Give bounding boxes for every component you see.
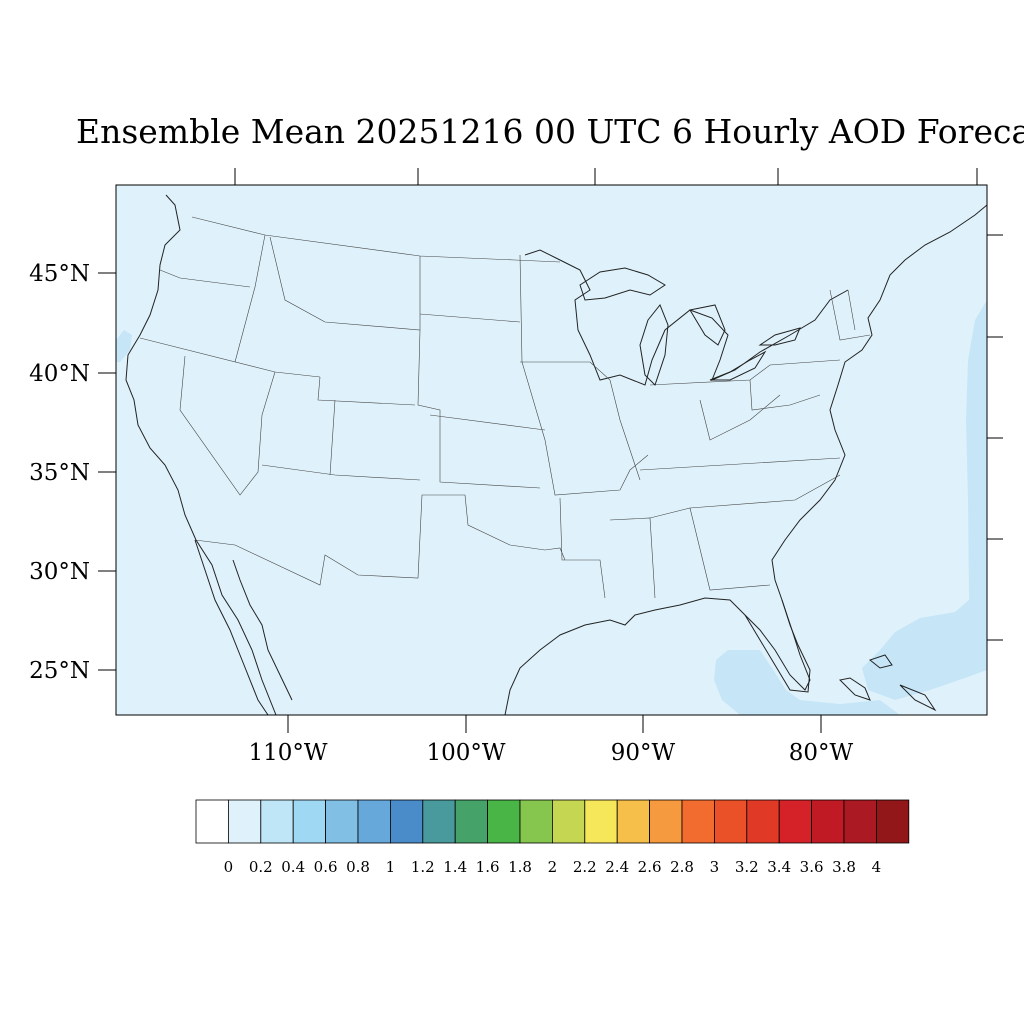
- colorbar-labels: 0 0.2 0.4 0.6 0.8 1 1.2 1.4 1.6 1.8 2 2.2 2.4 2.6 2.8 3…: [224, 858, 882, 876]
- lon-label-110w: 110°W: [248, 740, 327, 766]
- colorbar-box: [292, 799, 327, 844]
- great-lakes: [579, 267, 801, 386]
- colorbar-label: 3.2: [735, 858, 759, 876]
- lat-label-30n: 30°N: [29, 559, 90, 585]
- colorbar-label: 2.6: [638, 858, 662, 876]
- coastline: [125, 194, 987, 715]
- colorbar-label: 3.8: [832, 858, 856, 876]
- colorbar-box: [843, 799, 877, 844]
- colorbar-label: 1.4: [443, 858, 467, 876]
- right-ticks: [987, 234, 1003, 641]
- colorbar-label: 0: [224, 858, 234, 876]
- colorbar-box: [584, 799, 618, 844]
- bottom-ticks: [287, 715, 822, 733]
- lat-label-40n: 40°N: [29, 361, 90, 387]
- lon-label-80w: 80°W: [789, 740, 854, 766]
- colorbar-box: [195, 799, 229, 844]
- colorbar-label: 2.8: [670, 858, 694, 876]
- colorbar-box: [552, 799, 586, 844]
- colorbar-box: [325, 799, 359, 844]
- colorbar-box: [357, 799, 391, 844]
- aod-patch-gulf: [714, 650, 900, 715]
- aod-patch-atlantic: [862, 300, 987, 700]
- map-frame: [115, 184, 988, 716]
- colorbar-label: 1.6: [476, 858, 500, 876]
- colorbar-box: [649, 799, 683, 844]
- colorbar-box: [422, 799, 456, 844]
- lon-label-100w: 100°W: [426, 740, 505, 766]
- colorbar-label: 0.6: [314, 858, 338, 876]
- colorbar-label: 1: [386, 858, 396, 876]
- colorbar-box: [454, 799, 489, 844]
- colorbar-box: [260, 799, 294, 844]
- lon-label-90w: 90°W: [611, 740, 676, 766]
- colorbar-label: 3.4: [767, 858, 791, 876]
- aod-shading: [116, 194, 987, 715]
- colorbar-box: [227, 799, 262, 844]
- left-ticks: [98, 272, 116, 671]
- top-ticks: [234, 168, 978, 185]
- colorbar-label: 2.2: [573, 858, 597, 876]
- map-background: [116, 185, 987, 715]
- colorbar-label: 1.2: [411, 858, 435, 876]
- colorbar-label: 0.2: [249, 858, 273, 876]
- colorbar-box: [778, 799, 813, 844]
- lat-label-25n: 25°N: [29, 658, 90, 684]
- colorbar-box: [487, 799, 521, 844]
- colorbar-box: [811, 799, 845, 844]
- lat-label-35n: 35°N: [29, 460, 90, 486]
- colorbar-label: 4: [872, 858, 882, 876]
- colorbar-box: [389, 799, 424, 844]
- colorbar-box: [714, 799, 748, 844]
- colorbar-box: [519, 799, 553, 844]
- colorbar-label: 2: [548, 858, 558, 876]
- colorbar-box: [876, 799, 910, 844]
- map-title: Ensemble Mean 20251216 00 UTC 6 Hourly A…: [76, 112, 1024, 151]
- baja-peninsula: [194, 539, 269, 715]
- colorbar-label: 0.8: [346, 858, 370, 876]
- colorbar-label: 1.8: [508, 858, 532, 876]
- lat-label-45n: 45°N: [29, 261, 90, 287]
- colorbar-label: 0.4: [281, 858, 305, 876]
- colorbar-label: 2.4: [605, 858, 629, 876]
- colorbar-label: 3: [710, 858, 720, 876]
- colorbar: [195, 799, 910, 844]
- aod-patch-pacific: [116, 330, 132, 362]
- colorbar-label: 3.6: [800, 858, 824, 876]
- state-borders: [139, 216, 871, 599]
- florida-peninsula: [744, 599, 811, 693]
- colorbar-box: [616, 799, 651, 844]
- cuba-bahamas: [838, 654, 937, 712]
- colorbar-box: [746, 799, 780, 844]
- colorbar-box: [681, 799, 715, 844]
